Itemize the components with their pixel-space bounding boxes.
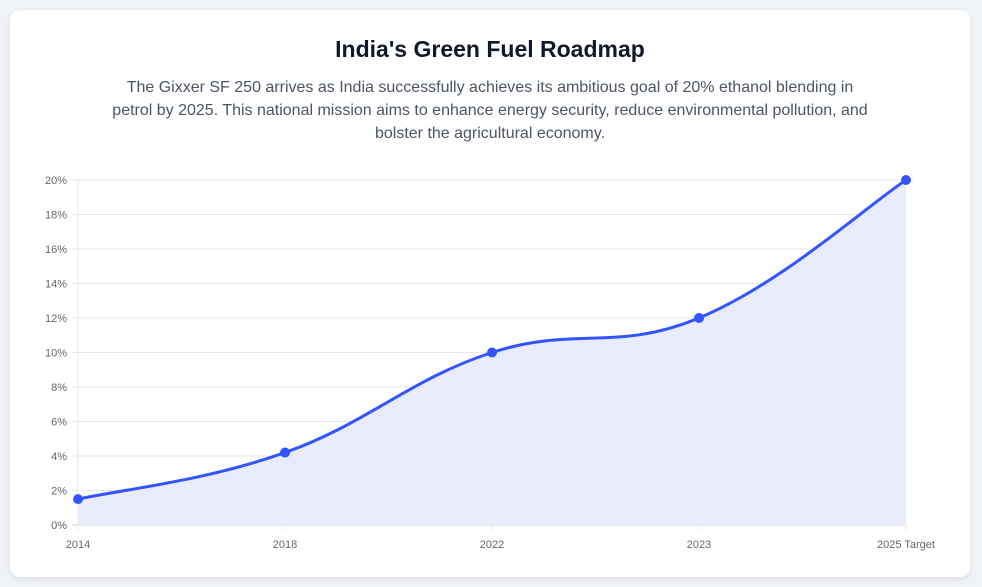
data-point [694,313,704,323]
page-subtitle: The Gixxer SF 250 arrives as India succe… [112,79,868,142]
x-tick-label: 2025 Target [877,539,935,551]
y-tick-label: 0% [51,520,67,532]
data-point [901,175,911,185]
x-tick-label: 2014 [66,539,90,551]
y-tick-label: 16% [45,244,67,256]
y-tick-label: 12% [45,313,67,325]
y-tick-label: 18% [45,210,67,222]
y-tick-label: 20% [45,175,67,187]
data-point [487,347,497,358]
data-point [280,447,290,458]
x-tick-label: 2022 [480,539,504,551]
data-point [73,494,83,505]
y-tick-label: 8% [51,382,67,394]
y-tick-label: 2% [51,486,67,498]
x-tick-label: 2023 [687,539,711,551]
page-title: India's Green Fuel Roadmap [335,36,645,62]
y-tick-label: 4% [51,451,67,463]
x-tick-label: 2018 [273,539,297,551]
y-tick-label: 10% [45,348,67,360]
y-tick-label: 6% [51,417,67,429]
y-tick-label: 14% [45,279,67,291]
